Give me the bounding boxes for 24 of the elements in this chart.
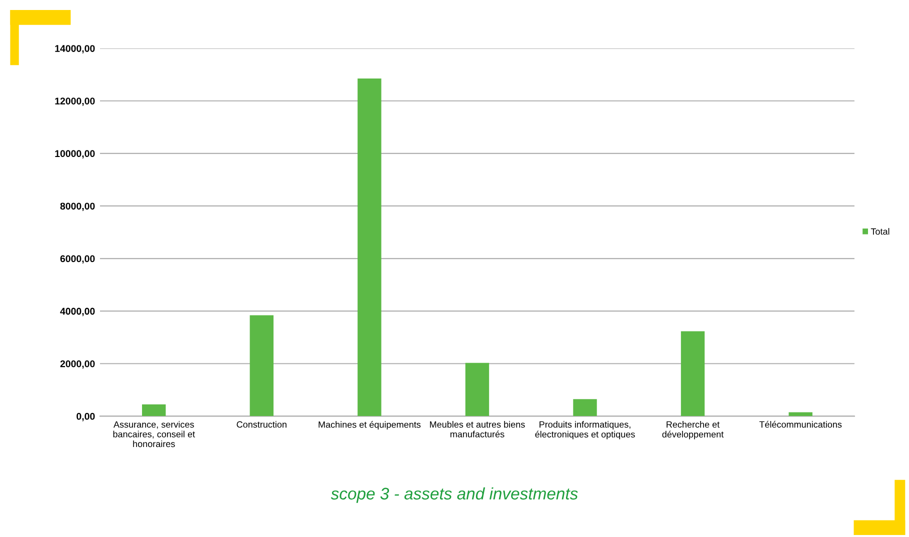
bar <box>250 315 274 416</box>
x-tick-label: Produits informatiques, électroniques et optiques <box>535 421 635 440</box>
y-tick-label: 10000,00 <box>55 150 95 158</box>
legend-label: Total <box>870 228 890 235</box>
x-tick-label: Télécommunications <box>759 420 842 428</box>
x-tick-label: Meubles et autres biens manufacturés <box>430 421 525 438</box>
bar <box>465 362 490 416</box>
y-tick-label: 12000,00 <box>55 98 95 106</box>
bar <box>573 399 597 416</box>
y-tick-label: 6000,00 <box>60 255 95 264</box>
y-tick-label: 2000,00 <box>60 360 95 369</box>
bar <box>788 412 812 416</box>
x-tick-label: Recherche et développement <box>662 421 724 440</box>
bar <box>142 404 166 416</box>
y-tick-label: 0,00 <box>76 412 95 422</box>
text: scope 3 - assets and investments <box>330 487 578 503</box>
y-tick-label: 8000,00 <box>60 202 95 212</box>
y-tick-label: 14000,00 <box>55 45 95 54</box>
bar <box>680 331 705 416</box>
x-tick-label: Assurance, services bancaires, conseil et honoraires <box>113 421 195 448</box>
x-tick-label: Construction <box>236 421 286 428</box>
x-tick-label: Machines et équipements <box>318 421 421 430</box>
bar <box>358 78 382 416</box>
y-tick-label: 4000,00 <box>60 308 95 316</box>
